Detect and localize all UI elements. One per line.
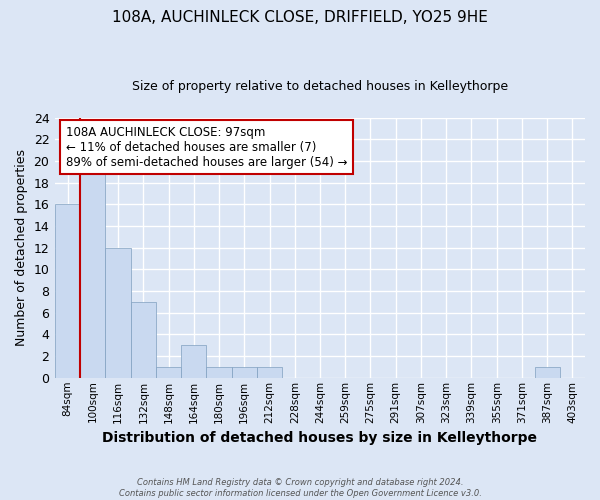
Text: 108A AUCHINLECK CLOSE: 97sqm
← 11% of detached houses are smaller (7)
89% of sem: 108A AUCHINLECK CLOSE: 97sqm ← 11% of de… (65, 126, 347, 168)
Bar (156, 367, 181, 378)
Text: Contains HM Land Registry data © Crown copyright and database right 2024.
Contai: Contains HM Land Registry data © Crown c… (119, 478, 481, 498)
Bar (257, 367, 282, 378)
Text: 108A, AUCHINLECK CLOSE, DRIFFIELD, YO25 9HE: 108A, AUCHINLECK CLOSE, DRIFFIELD, YO25 … (112, 10, 488, 25)
Bar (55, 204, 80, 378)
Bar (106, 248, 131, 378)
X-axis label: Distribution of detached houses by size in Kelleythorpe: Distribution of detached houses by size … (103, 431, 538, 445)
Bar (232, 367, 257, 378)
Bar (131, 302, 156, 378)
Bar (181, 346, 206, 378)
Bar (206, 367, 232, 378)
Bar (535, 367, 560, 378)
Y-axis label: Number of detached properties: Number of detached properties (15, 150, 28, 346)
Title: Size of property relative to detached houses in Kelleythorpe: Size of property relative to detached ho… (132, 80, 508, 93)
Bar (80, 161, 106, 378)
